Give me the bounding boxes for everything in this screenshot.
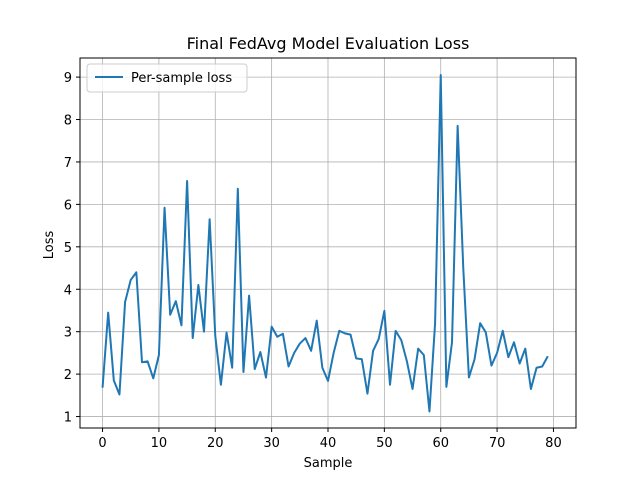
x-tick-label: 40: [320, 436, 337, 451]
x-tick-label: 0: [98, 436, 106, 451]
y-tick-label: 7: [64, 156, 72, 171]
y-axis-label: Loss: [42, 231, 57, 260]
x-tick-label: 20: [207, 436, 224, 451]
y-tick-label: 8: [64, 114, 72, 129]
legend-box: [86, 63, 248, 93]
x-tick-label: 30: [263, 436, 280, 451]
grid-lines: [80, 58, 576, 428]
series-group: [101, 73, 549, 413]
legend: Per-sample loss: [86, 63, 248, 93]
x-axis-ticks: 0 10 20 30 40 50 60 70 80: [98, 428, 562, 451]
x-tick-label: 60: [432, 436, 449, 451]
series-line: [101, 73, 549, 413]
y-tick-label: 3: [64, 326, 72, 341]
x-tick-label: 10: [151, 436, 168, 451]
y-axis-ticks: 1 2 3 4 5 6 7 8 9: [64, 71, 80, 426]
y-tick-label: 4: [64, 283, 72, 298]
y-tick-label: 6: [64, 198, 72, 213]
x-tick-label: 80: [545, 436, 562, 451]
y-tick-label: 9: [64, 71, 72, 86]
x-axis-label: Sample: [304, 456, 353, 471]
y-tick-label: 1: [64, 411, 72, 426]
x-tick-label: 50: [376, 436, 393, 451]
legend-label: Per-sample loss: [131, 71, 232, 86]
chart-title: Final FedAvg Model Evaluation Loss: [187, 34, 470, 53]
x-tick-label: 70: [489, 436, 506, 451]
y-tick-label: 2: [64, 368, 72, 383]
y-tick-label: 5: [64, 241, 72, 256]
